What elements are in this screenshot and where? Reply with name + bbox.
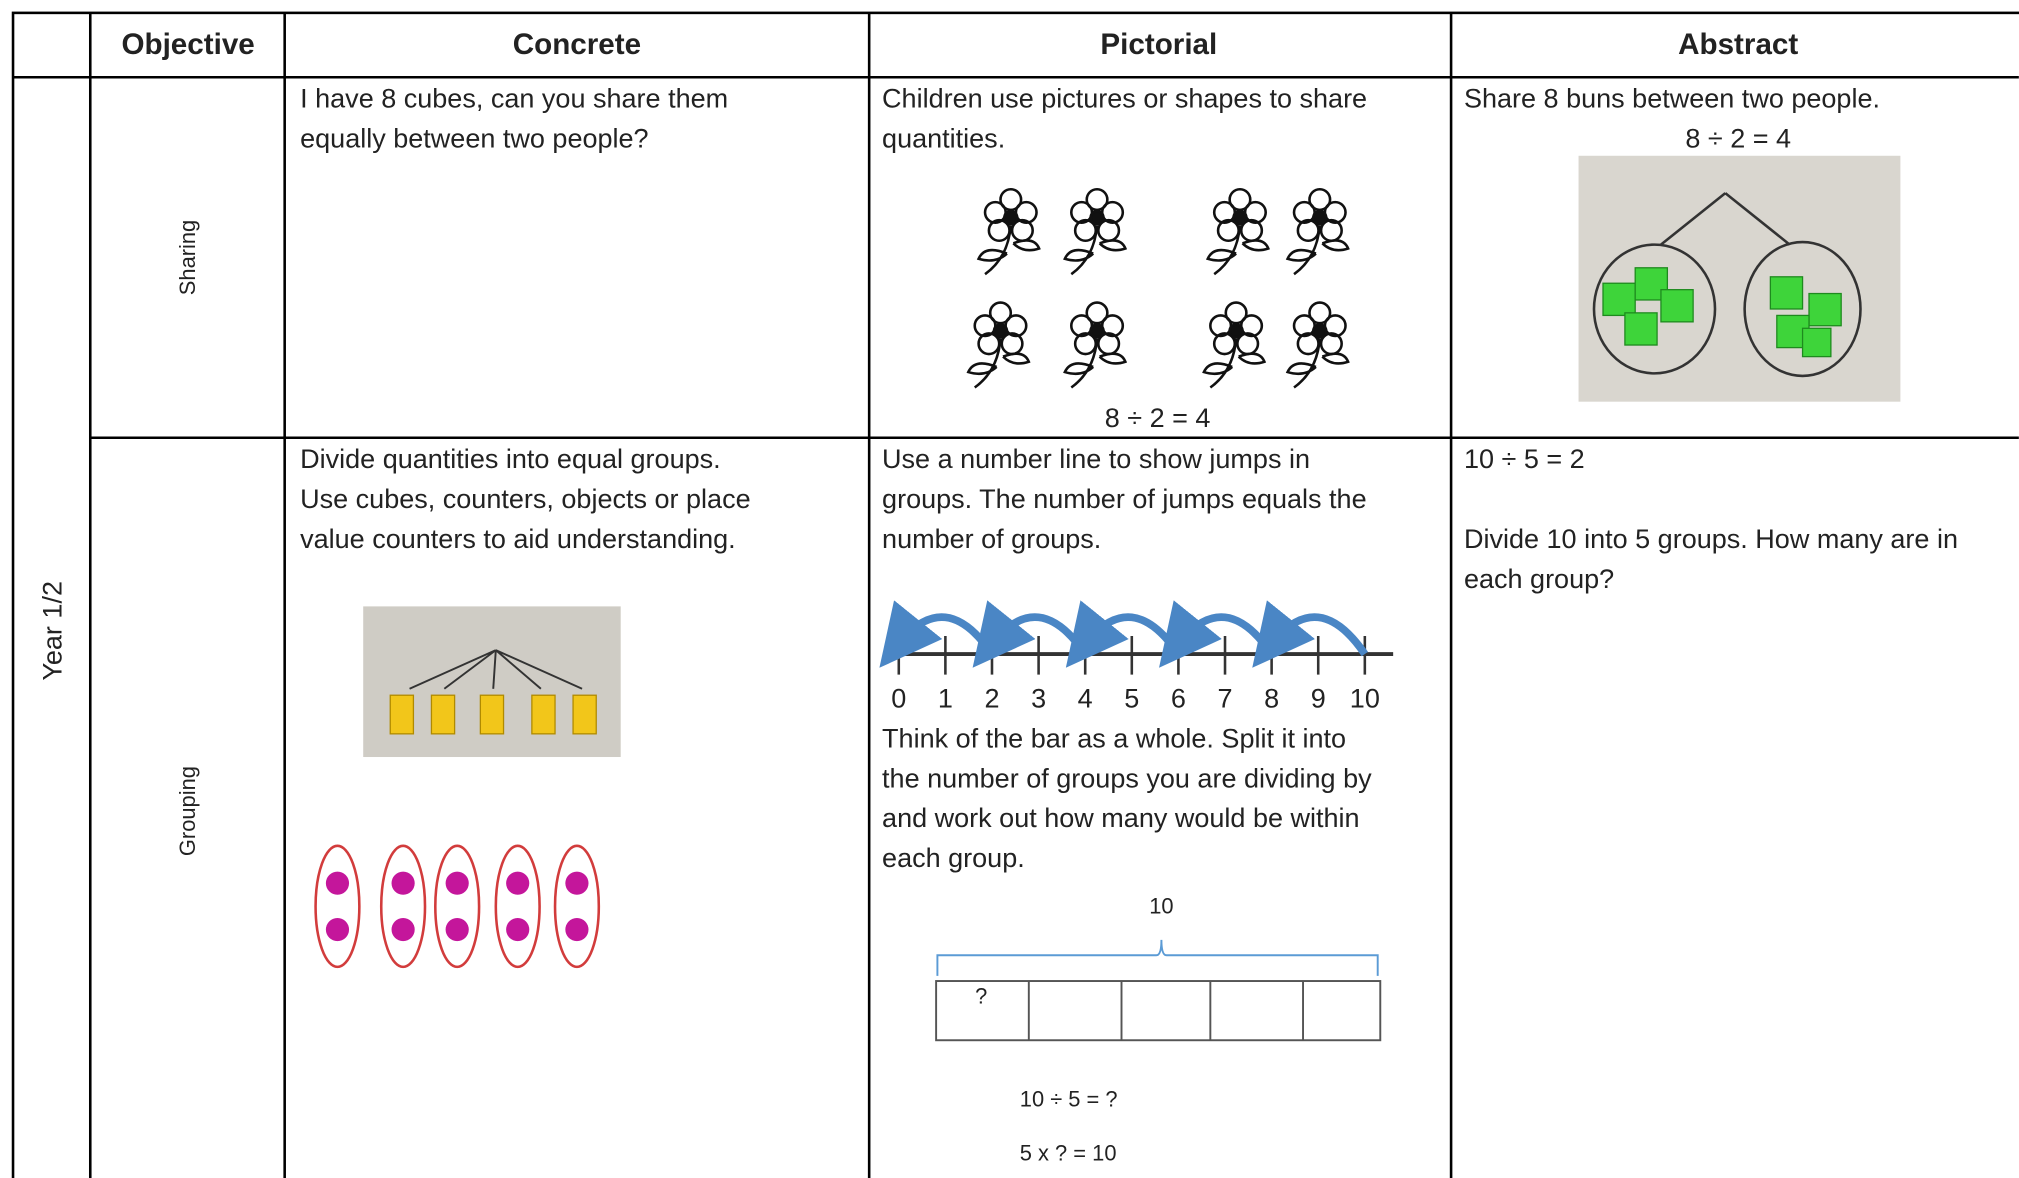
header: Concrete — [513, 28, 641, 61]
objective: Grouping — [175, 766, 200, 856]
flowers — [967, 187, 1350, 389]
cell-text: Children use pictures or shapes to share — [882, 84, 1367, 114]
bar-unknown: ? — [975, 984, 987, 1009]
cell-text: groups. The number of jumps equals the — [882, 484, 1367, 514]
jump-arc — [1252, 600, 1369, 668]
equation: 10 ÷ 5 = ? — [1020, 1087, 1118, 1112]
cell-text: Share 8 buns between two people. — [1464, 84, 1880, 114]
year-label: Year 1/2 — [37, 581, 67, 681]
cell-text: and work out how many would be within — [882, 803, 1360, 833]
header: Abstract — [1678, 28, 1798, 61]
equation: 8 ÷ 2 = 4 — [1105, 403, 1211, 433]
bar-total: 10 — [1149, 893, 1173, 918]
equation: 8 ÷ 2 = 4 — [1685, 123, 1791, 153]
cell-text: I have 8 cubes, can you share them — [300, 84, 728, 114]
tick-label: 9 — [1311, 684, 1326, 714]
cell-text: Use a number line to show jumps in — [882, 444, 1310, 474]
bun-photo — [1578, 155, 1901, 402]
tick-label: 2 — [984, 684, 999, 714]
tick-label: 8 — [1264, 684, 1279, 714]
tick-label: 7 — [1218, 684, 1233, 714]
cell-text: number of groups. — [882, 524, 1101, 554]
table-grid — [11, 11, 2019, 1178]
tick-label: 10 — [1350, 684, 1380, 714]
tick-label: 3 — [1031, 684, 1046, 714]
bar-model — [935, 939, 1382, 1042]
cell-text: each group? — [1464, 564, 1614, 594]
cell-text: quantities. — [882, 123, 1005, 153]
counters — [314, 844, 601, 969]
tick-label: 6 — [1171, 684, 1186, 714]
cube-photo — [363, 606, 621, 758]
header: Objective — [121, 28, 254, 61]
tick-label: 5 — [1124, 684, 1139, 714]
cell-text: Divide quantities into equal groups. — [300, 444, 721, 474]
number-line: 0 1 2 3 4 5 6 7 8 9 10 — [879, 600, 1394, 714]
cell-text: each group. — [882, 843, 1025, 873]
cell-text: Divide 10 into 5 groups. How many are in — [1464, 524, 1958, 554]
cell-text: the number of groups you are dividing by — [882, 763, 1372, 793]
header: Pictorial — [1100, 28, 1217, 61]
tick-label: 0 — [891, 684, 906, 714]
cell-text: Use cubes, counters, objects or place — [300, 484, 751, 514]
tick-label: 4 — [1078, 684, 1093, 714]
equation: 10 ÷ 5 = 2 — [1464, 444, 1585, 474]
tick-label: 1 — [938, 684, 953, 714]
cell-text: equally between two people? — [300, 123, 648, 153]
equation: 5 x ? = 10 — [1020, 1141, 1117, 1166]
cell-text: value counters to aid understanding. — [300, 524, 736, 554]
objective: Sharing — [175, 220, 200, 295]
cell-text: Think of the bar as a whole. Split it in… — [882, 723, 1346, 753]
